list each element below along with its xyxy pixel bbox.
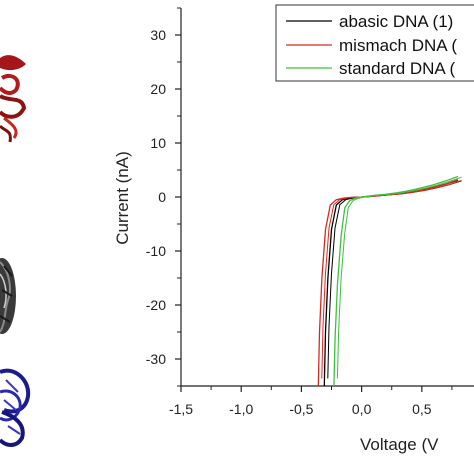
dna-ribbon-red-icon xyxy=(0,55,27,143)
dna-helix-gray-icon xyxy=(0,258,16,334)
y-tick-label: -30 xyxy=(146,351,166,367)
y-tick-label: 10 xyxy=(150,135,166,151)
x-tick-label: -1,5 xyxy=(169,401,193,417)
x-tick-label: 0,5 xyxy=(412,401,432,417)
tick-marks xyxy=(175,7,453,392)
series-line-standard xyxy=(333,175,459,387)
plot-area xyxy=(317,175,462,387)
tick-labels: -1,5 -1,0 -0,5 0,0 0,5 30 20 10 0 -10 -20 -30 xyxy=(146,27,432,417)
dna-ribbon-blue-icon xyxy=(0,368,31,447)
legend-label-standard: standard DNA ( xyxy=(339,59,456,78)
x-axis-label: Voltage (V xyxy=(360,435,439,454)
y-tick-label: -20 xyxy=(146,297,166,313)
series-line-mismach xyxy=(317,179,459,387)
legend-label-abasic: abasic DNA (1) xyxy=(339,12,453,31)
series-return-line-mismach xyxy=(321,179,462,379)
series-return-line-standard xyxy=(336,176,462,379)
legend: abasic DNA (1) mismach DNA ( standard DN… xyxy=(275,4,474,82)
x-tick-label: -1,0 xyxy=(229,401,253,417)
y-axis-label: Current (nA) xyxy=(113,151,132,245)
legend-label-mismach: mismach DNA ( xyxy=(339,36,457,55)
x-tick-label: 0,0 xyxy=(352,401,372,417)
y-tick-label: 20 xyxy=(150,81,166,97)
y-tick-label: 30 xyxy=(150,27,166,43)
y-tick-label: 0 xyxy=(158,189,166,205)
y-tick-label: -10 xyxy=(146,243,166,259)
x-tick-label: -0,5 xyxy=(289,401,313,417)
